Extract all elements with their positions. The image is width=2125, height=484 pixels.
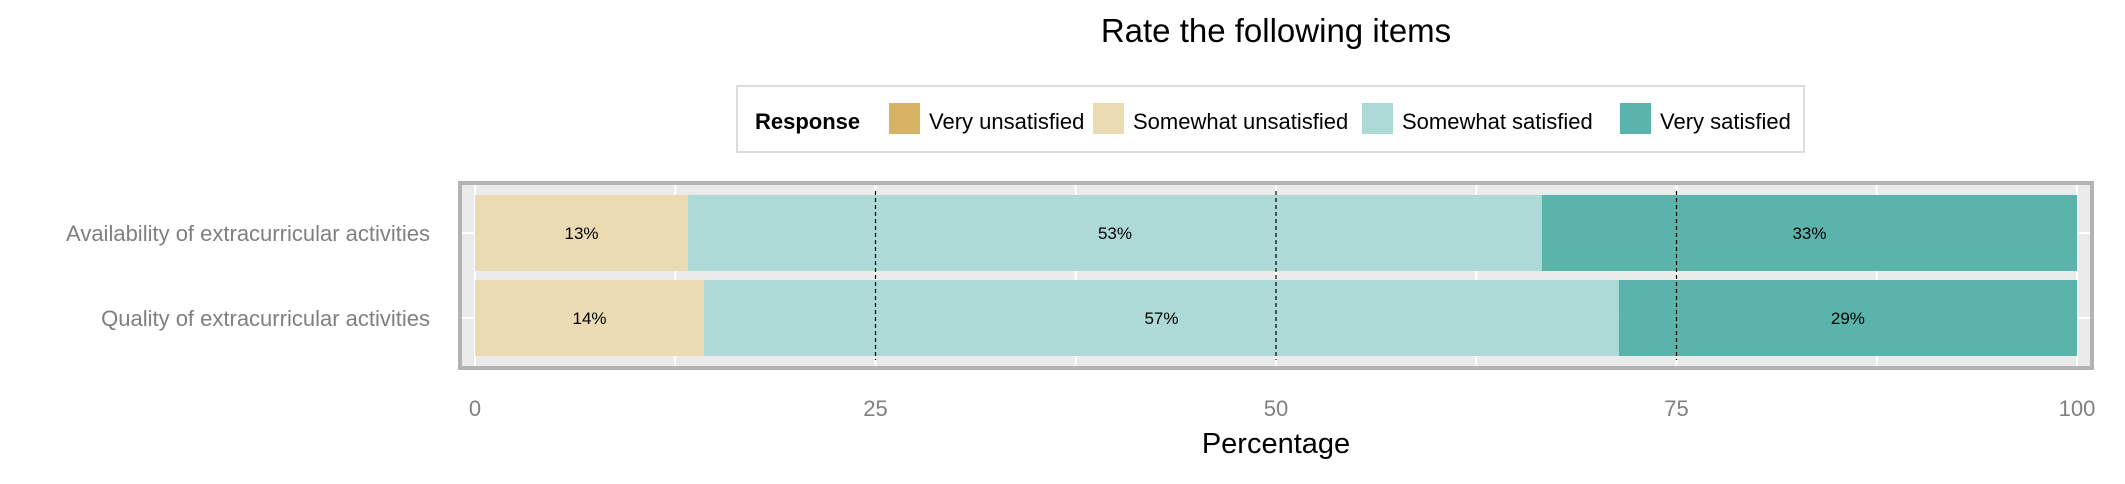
legend: Response Very unsatisfied Somewhat unsati… xyxy=(736,85,1805,153)
legend-swatch xyxy=(889,103,920,134)
category-labels: Availability of extracurricular activiti… xyxy=(66,221,430,331)
x-tick-label: 0 xyxy=(469,396,481,421)
plot-area: 13% 53% 33% 14% 57% 29% xyxy=(458,181,2094,370)
x-axis-title: Percentage xyxy=(1202,428,1350,460)
bar-segment xyxy=(475,195,689,271)
data-label: 57% xyxy=(1144,309,1178,328)
reference-lines xyxy=(874,191,1678,360)
legend-label: Very satisfied xyxy=(1660,109,1791,134)
chart-title: Rate the following items xyxy=(1101,12,1451,49)
x-tick-label: 100 xyxy=(2059,396,2096,421)
category-label: Availability of extracurricular activiti… xyxy=(66,221,430,246)
x-tick-label: 25 xyxy=(863,396,887,421)
bar-segment xyxy=(1618,280,2077,356)
x-tick-labels: 0 25 50 75 100 xyxy=(469,396,2095,421)
data-label: 29% xyxy=(1831,309,1865,328)
bar-segment xyxy=(688,195,1542,271)
legend-swatch xyxy=(1093,103,1124,134)
bars: 13% 53% 33% 14% 57% 29% xyxy=(475,195,2077,356)
legend-label: Somewhat unsatisfied xyxy=(1133,109,1348,134)
legend-swatch xyxy=(1620,103,1651,134)
data-label: 33% xyxy=(1792,224,1826,243)
x-tick-label: 50 xyxy=(1264,396,1288,421)
category-label: Quality of extracurricular activities xyxy=(101,306,430,331)
data-label: 13% xyxy=(565,224,599,243)
legend-title: Response xyxy=(755,109,860,134)
bar-segment xyxy=(1541,195,2077,271)
legend-swatch xyxy=(1362,103,1393,134)
legend-label: Very unsatisfied xyxy=(929,109,1084,134)
bar-segment xyxy=(704,280,1619,356)
bar-segment xyxy=(475,280,705,356)
x-tick-label: 75 xyxy=(1664,396,1688,421)
data-label: 53% xyxy=(1098,224,1132,243)
plot-frame xyxy=(458,181,2094,370)
plot-border xyxy=(458,181,2094,370)
legend-label: Somewhat satisfied xyxy=(1402,109,1593,134)
data-label: 14% xyxy=(573,309,607,328)
